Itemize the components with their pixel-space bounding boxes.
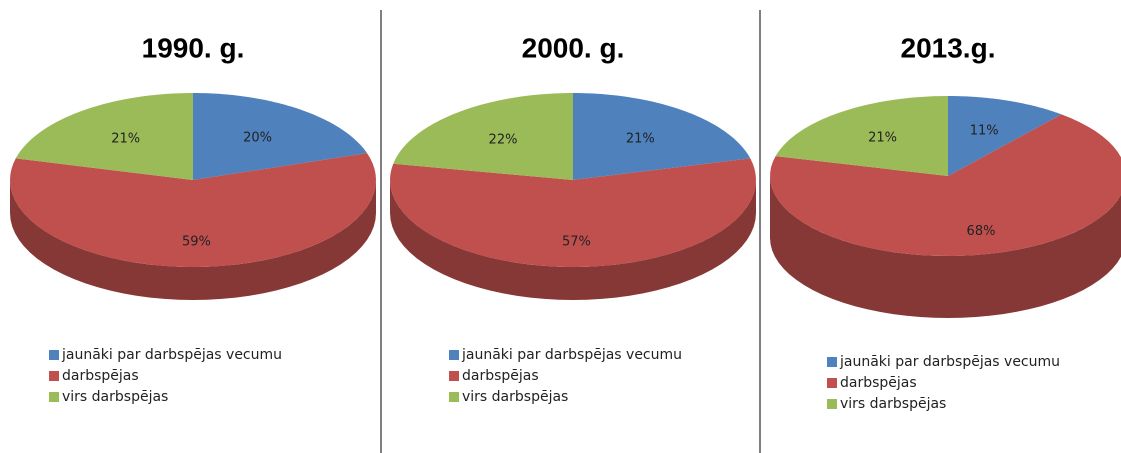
- slice: [948, 96, 1062, 176]
- data-label: 21%: [868, 131, 897, 146]
- legend-label: darbspējas: [462, 368, 539, 384]
- legend-label: virs darbspējas: [462, 389, 568, 405]
- slice: [573, 93, 751, 180]
- legend-swatch: [449, 350, 459, 360]
- chart-title: 2013.g.: [901, 32, 996, 63]
- legend-label: virs darbspējas: [62, 389, 168, 405]
- data-label: 11%: [970, 123, 999, 138]
- slice: [193, 93, 368, 180]
- legend-swatch: [49, 350, 59, 360]
- legend-label: virs darbspējas: [840, 396, 946, 412]
- legend-swatch: [827, 399, 837, 409]
- legend-swatch: [449, 392, 459, 402]
- slice: [390, 158, 756, 267]
- legend-swatch: [49, 392, 59, 402]
- legend-label: darbspējas: [62, 368, 139, 384]
- legend-swatch: [827, 378, 837, 388]
- data-label: 21%: [111, 131, 140, 146]
- data-label: 68%: [967, 224, 996, 239]
- data-label: 57%: [562, 235, 591, 250]
- data-label: 20%: [243, 130, 272, 145]
- slice: [775, 96, 948, 176]
- legend-swatch: [449, 371, 459, 381]
- slice-side: [10, 180, 376, 300]
- data-label: 22%: [489, 132, 518, 147]
- data-label: 59%: [182, 235, 211, 250]
- legend-label: darbspējas: [840, 375, 917, 391]
- legend-label: jaunāki par darbspējas vecumu: [461, 347, 682, 363]
- legend-label: jaunāki par darbspējas vecumu: [61, 347, 282, 363]
- chart-title: 2000. g.: [522, 32, 625, 63]
- slice-side: [390, 180, 756, 300]
- legend-swatch: [827, 357, 837, 367]
- slice-side: [770, 176, 1121, 318]
- slice: [10, 153, 376, 267]
- slice: [15, 93, 193, 180]
- slice: [393, 93, 573, 180]
- chart-title: 1990. g.: [142, 32, 245, 63]
- legend-label: jaunāki par darbspējas vecumu: [839, 354, 1060, 370]
- slice: [770, 114, 1121, 256]
- data-label: 21%: [626, 131, 655, 146]
- legend-swatch: [49, 371, 59, 381]
